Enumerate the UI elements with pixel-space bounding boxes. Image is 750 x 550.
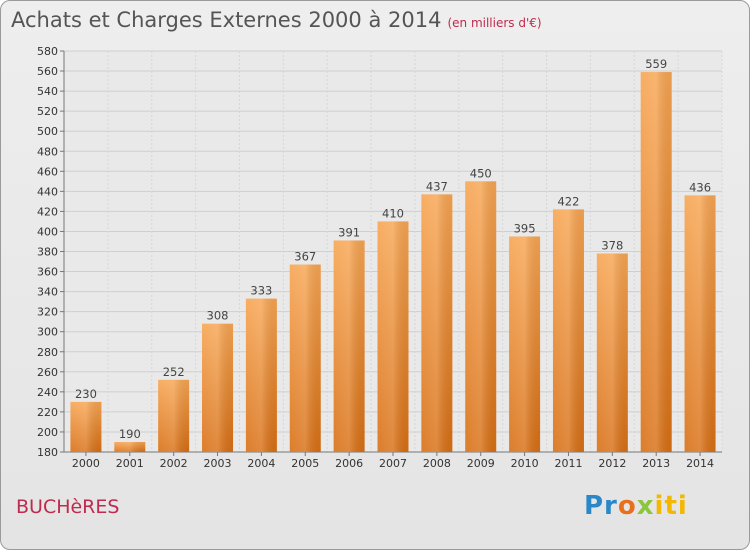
y-tick-label: 240 bbox=[37, 386, 58, 399]
y-tick-label: 440 bbox=[37, 185, 58, 198]
y-tick-label: 560 bbox=[37, 65, 58, 78]
data-label-2014: 436 bbox=[689, 180, 711, 194]
bar-shine-2010 bbox=[509, 236, 541, 452]
label-layer: 230 190 252 308 333 367 391 410 437 450 395 422 378 5… bbox=[75, 57, 711, 441]
bar-shine-2007 bbox=[377, 221, 409, 452]
data-label-2005: 367 bbox=[294, 250, 316, 264]
bar-shine-2004 bbox=[245, 298, 277, 452]
bar-shine-2009 bbox=[465, 181, 497, 452]
x-tick-label-2007: 2007 bbox=[379, 457, 407, 470]
x-tick-label-2002: 2002 bbox=[160, 457, 188, 470]
y-tick-label: 420 bbox=[37, 205, 58, 218]
proxiti-logo: Proxiti bbox=[584, 491, 688, 521]
y-tick-label: 360 bbox=[37, 266, 58, 279]
bar-shine-2013 bbox=[640, 72, 672, 453]
bar-shine-2011 bbox=[552, 209, 584, 452]
bar-shine-2001 bbox=[114, 441, 146, 452]
bar-shine-2003 bbox=[202, 323, 234, 452]
y-tick-label: 480 bbox=[37, 145, 58, 158]
x-tick-label-2009: 2009 bbox=[467, 457, 495, 470]
x-tick-label-2013: 2013 bbox=[642, 457, 670, 470]
x-tick-label-2012: 2012 bbox=[598, 457, 626, 470]
commune-name: BUCHèRES bbox=[16, 496, 120, 518]
data-label-2003: 308 bbox=[207, 309, 229, 323]
chart-title: Achats et Charges Externes 2000 à 2014 (e… bbox=[11, 8, 542, 32]
x-tick-label-2014: 2014 bbox=[686, 457, 714, 470]
y-tick-label: 260 bbox=[37, 366, 58, 379]
y-tick-label: 540 bbox=[37, 85, 58, 98]
x-tick-label-2010: 2010 bbox=[511, 457, 539, 470]
y-tick-label: 400 bbox=[37, 225, 58, 238]
data-label-2000: 230 bbox=[75, 387, 97, 401]
logo-part-3: x bbox=[636, 491, 655, 521]
y-tick-label: 460 bbox=[37, 165, 58, 178]
data-label-2001: 190 bbox=[119, 427, 141, 441]
data-label-2013: 559 bbox=[645, 57, 667, 71]
y-tick-label: 580 bbox=[37, 45, 58, 58]
x-tick-label-2008: 2008 bbox=[423, 457, 451, 470]
data-label-2004: 333 bbox=[250, 284, 272, 298]
y-tick-label: 280 bbox=[37, 346, 58, 359]
logo-part-2: o bbox=[617, 491, 637, 521]
bar-shine-2012 bbox=[596, 253, 628, 452]
bar-shine-2008 bbox=[421, 194, 453, 453]
data-label-2012: 378 bbox=[601, 239, 623, 253]
data-label-2011: 422 bbox=[557, 194, 579, 208]
x-tick-label-2004: 2004 bbox=[247, 457, 275, 470]
data-label-2009: 450 bbox=[470, 166, 492, 180]
chart-unit: (en milliers d'€) bbox=[447, 16, 542, 30]
y-tick-label: 300 bbox=[37, 326, 58, 339]
bar-layer bbox=[70, 72, 716, 453]
y-tick-label: 380 bbox=[37, 246, 58, 259]
y-tick-label: 180 bbox=[37, 446, 58, 459]
x-tick-label-2003: 2003 bbox=[204, 457, 232, 470]
y-tick-label: 520 bbox=[37, 105, 58, 118]
x-tick-label-2006: 2006 bbox=[335, 457, 363, 470]
data-label-2002: 252 bbox=[163, 365, 185, 379]
y-tick-label: 220 bbox=[37, 406, 58, 419]
x-tick-label-2001: 2001 bbox=[116, 457, 144, 470]
bar-shine-2005 bbox=[289, 264, 321, 452]
bar-shine-2002 bbox=[158, 379, 190, 452]
data-label-2008: 437 bbox=[426, 179, 448, 193]
bar-shine-2000 bbox=[70, 401, 102, 452]
x-tick-label-2011: 2011 bbox=[554, 457, 582, 470]
data-label-2007: 410 bbox=[382, 206, 404, 220]
x-tick-label-2005: 2005 bbox=[291, 457, 319, 470]
logo-part-4: iti bbox=[654, 491, 688, 521]
x-tick-label-2000: 2000 bbox=[72, 457, 100, 470]
chart-title-text: Achats et Charges Externes 2000 à 2014 bbox=[11, 8, 442, 32]
logo-part-1: Pr bbox=[584, 491, 618, 521]
bar-shine-2014 bbox=[684, 195, 716, 453]
y-tick-label: 340 bbox=[37, 286, 58, 299]
data-label-2010: 395 bbox=[514, 221, 536, 235]
y-tick-label: 320 bbox=[37, 306, 58, 319]
bar-shine-2006 bbox=[333, 240, 365, 452]
y-tick-label: 200 bbox=[37, 426, 58, 439]
data-label-2006: 391 bbox=[338, 225, 360, 239]
y-tick-label: 500 bbox=[37, 125, 58, 138]
